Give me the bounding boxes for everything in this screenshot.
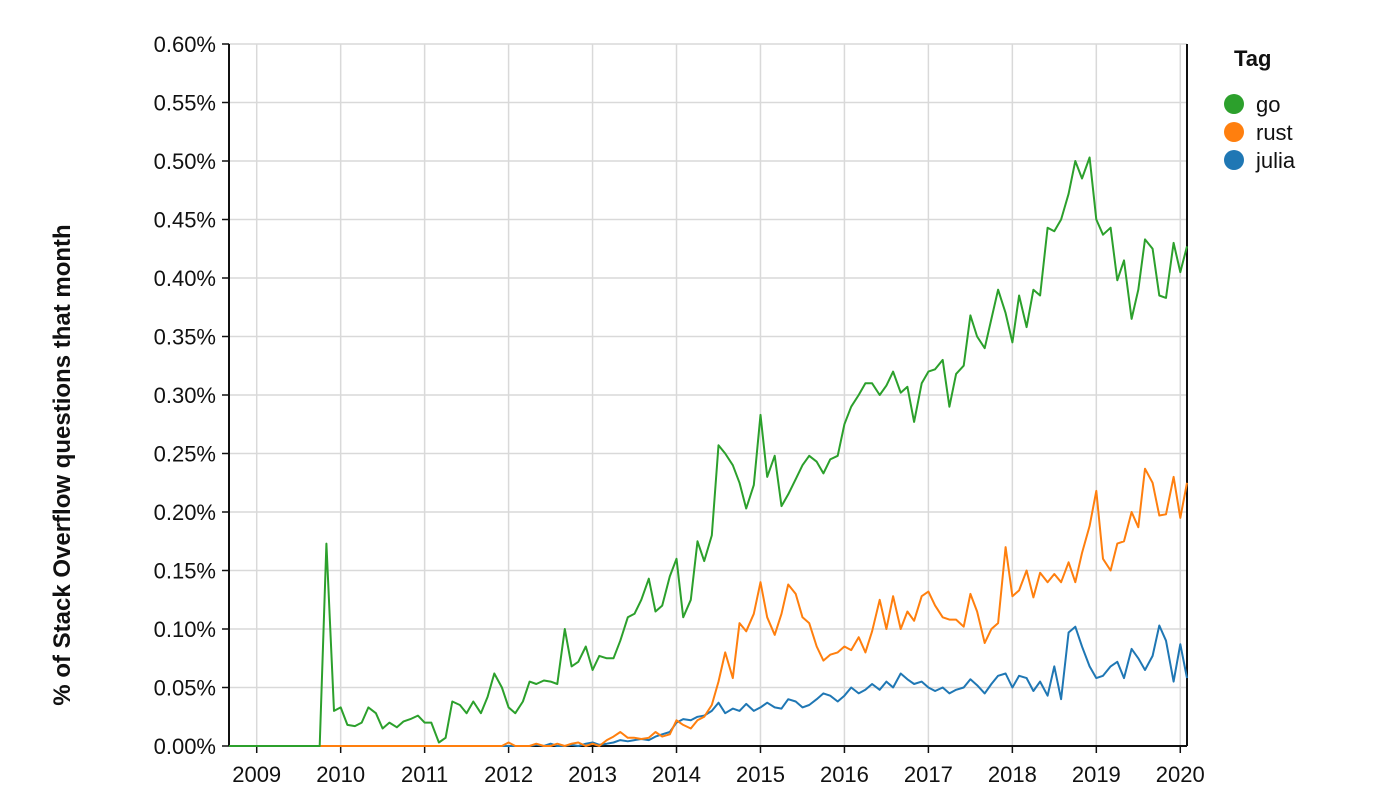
series-line-go [229, 156, 1188, 747]
y-axis-ticks: 0.00% 0.05% 0.10% 0.15% 0.20% 0.25% 0.30% 0.35%… [154, 32, 229, 759]
x-tick-label: 2013 [568, 762, 617, 787]
grid [229, 43, 1187, 747]
y-tick-label: 0.10% [154, 617, 216, 642]
legend-label-julia: julia [1255, 148, 1296, 173]
legend-title: Tag [1234, 46, 1271, 71]
legend-label-rust: rust [1256, 120, 1293, 145]
x-tick-label: 2019 [1072, 762, 1121, 787]
x-tick-label: 2018 [988, 762, 1037, 787]
legend-label-go: go [1256, 92, 1280, 117]
y-tick-label: 0.30% [154, 383, 216, 408]
y-tick-label: 0.00% [154, 734, 216, 759]
x-tick-label: 2020 [1156, 762, 1205, 787]
y-tick-label: 0.40% [154, 266, 216, 291]
y-tick-label: 0.15% [154, 559, 216, 584]
x-tick-label: 2015 [736, 762, 785, 787]
series-layer [229, 156, 1188, 747]
legend-swatch-go [1224, 94, 1244, 114]
x-tick-label: 2011 [401, 762, 448, 787]
legend-swatch-julia [1224, 150, 1244, 170]
legend-items: go rust julia [1224, 92, 1296, 173]
x-tick-label: 2014 [652, 762, 701, 787]
x-tick-label: 2017 [904, 762, 953, 787]
y-tick-label: 0.60% [154, 32, 216, 57]
x-tick-label: 2016 [820, 762, 869, 787]
x-tick-label: 2012 [484, 762, 533, 787]
series-line-julia [229, 624, 1188, 747]
y-tick-label: 0.05% [154, 676, 216, 701]
legend: Tag go rust julia [1224, 46, 1296, 173]
y-tick-label: 0.35% [154, 325, 216, 350]
series-line-rust [229, 467, 1188, 747]
legend-swatch-rust [1224, 122, 1244, 142]
y-tick-label: 0.25% [154, 442, 216, 467]
x-axis-ticks: 2009 2010 2011 2012 2013 2014 2015 2016 2017 2018… [232, 746, 1205, 787]
y-tick-label: 0.45% [154, 208, 216, 233]
y-axis-title: % of Stack Overflow questions that month [49, 224, 76, 705]
y-tick-label: 0.20% [154, 500, 216, 525]
y-tick-label: 0.55% [154, 91, 216, 116]
x-tick-label: 2010 [316, 762, 365, 787]
y-tick-label: 0.50% [154, 149, 216, 174]
x-tick-label: 2009 [232, 762, 281, 787]
